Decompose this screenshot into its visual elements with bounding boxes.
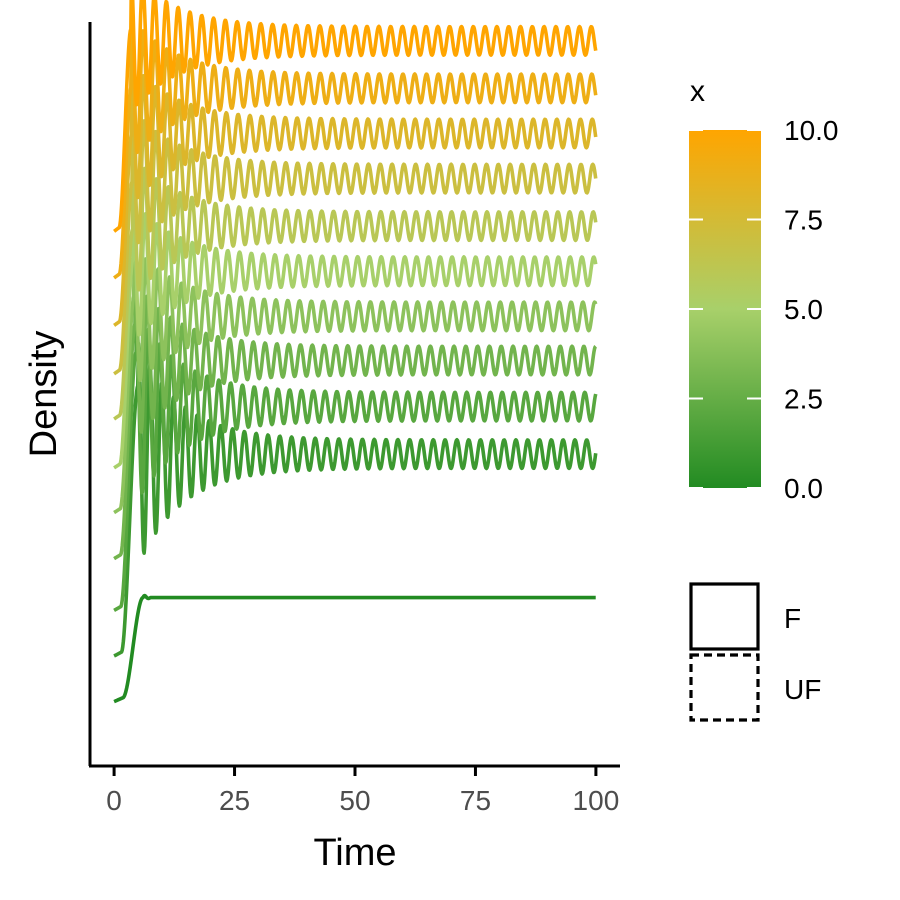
linetype-label-f: F bbox=[784, 603, 801, 634]
linetype-key-uf bbox=[689, 653, 760, 722]
colorbar-tick-label-0: 0.0 bbox=[784, 473, 823, 504]
series-line-4 bbox=[112, 243, 598, 515]
series-line-2 bbox=[112, 310, 598, 612]
linetype-key-f bbox=[689, 582, 760, 651]
series-line-7 bbox=[112, 106, 598, 376]
series-line-6 bbox=[112, 154, 598, 421]
linetype-label-uf: UF bbox=[784, 674, 821, 705]
colorbar-tick-label-4: 10.0 bbox=[784, 115, 839, 146]
series-line-9 bbox=[112, 15, 598, 280]
colorbar-tick-label-1: 2.5 bbox=[784, 384, 823, 415]
x-tick-label-1: 25 bbox=[219, 785, 250, 816]
series-line-3 bbox=[112, 279, 597, 561]
series-line-10 bbox=[112, 0, 598, 233]
series-line-8 bbox=[112, 60, 598, 327]
series-line-1 bbox=[112, 341, 598, 658]
colorbar-tick-label-2: 5.0 bbox=[784, 294, 823, 325]
colorbar-tick-label-3: 7.5 bbox=[784, 205, 823, 236]
series-line-0 bbox=[112, 593, 597, 704]
color-legend-title: x bbox=[690, 75, 705, 108]
x-tick-label-3: 75 bbox=[460, 785, 491, 816]
series-line-5 bbox=[112, 200, 598, 470]
series-layer bbox=[112, 0, 598, 704]
color-legend: x 0.0 2.5 5.0 7.5 10.0 bbox=[689, 75, 839, 504]
x-axis-title: Time bbox=[313, 832, 396, 874]
plot-area: 0 25 50 75 100 bbox=[88, 0, 620, 816]
linetype-legend: F UF bbox=[689, 582, 821, 722]
colorbar-ticks: 0.0 2.5 5.0 7.5 10.0 bbox=[689, 115, 839, 504]
x-tick-label-0: 0 bbox=[106, 785, 122, 816]
y-axis-title: Density bbox=[23, 331, 65, 458]
x-ticks: 0 25 50 75 100 bbox=[106, 766, 619, 816]
x-tick-label-2: 50 bbox=[339, 785, 370, 816]
x-tick-label-4: 100 bbox=[573, 785, 620, 816]
